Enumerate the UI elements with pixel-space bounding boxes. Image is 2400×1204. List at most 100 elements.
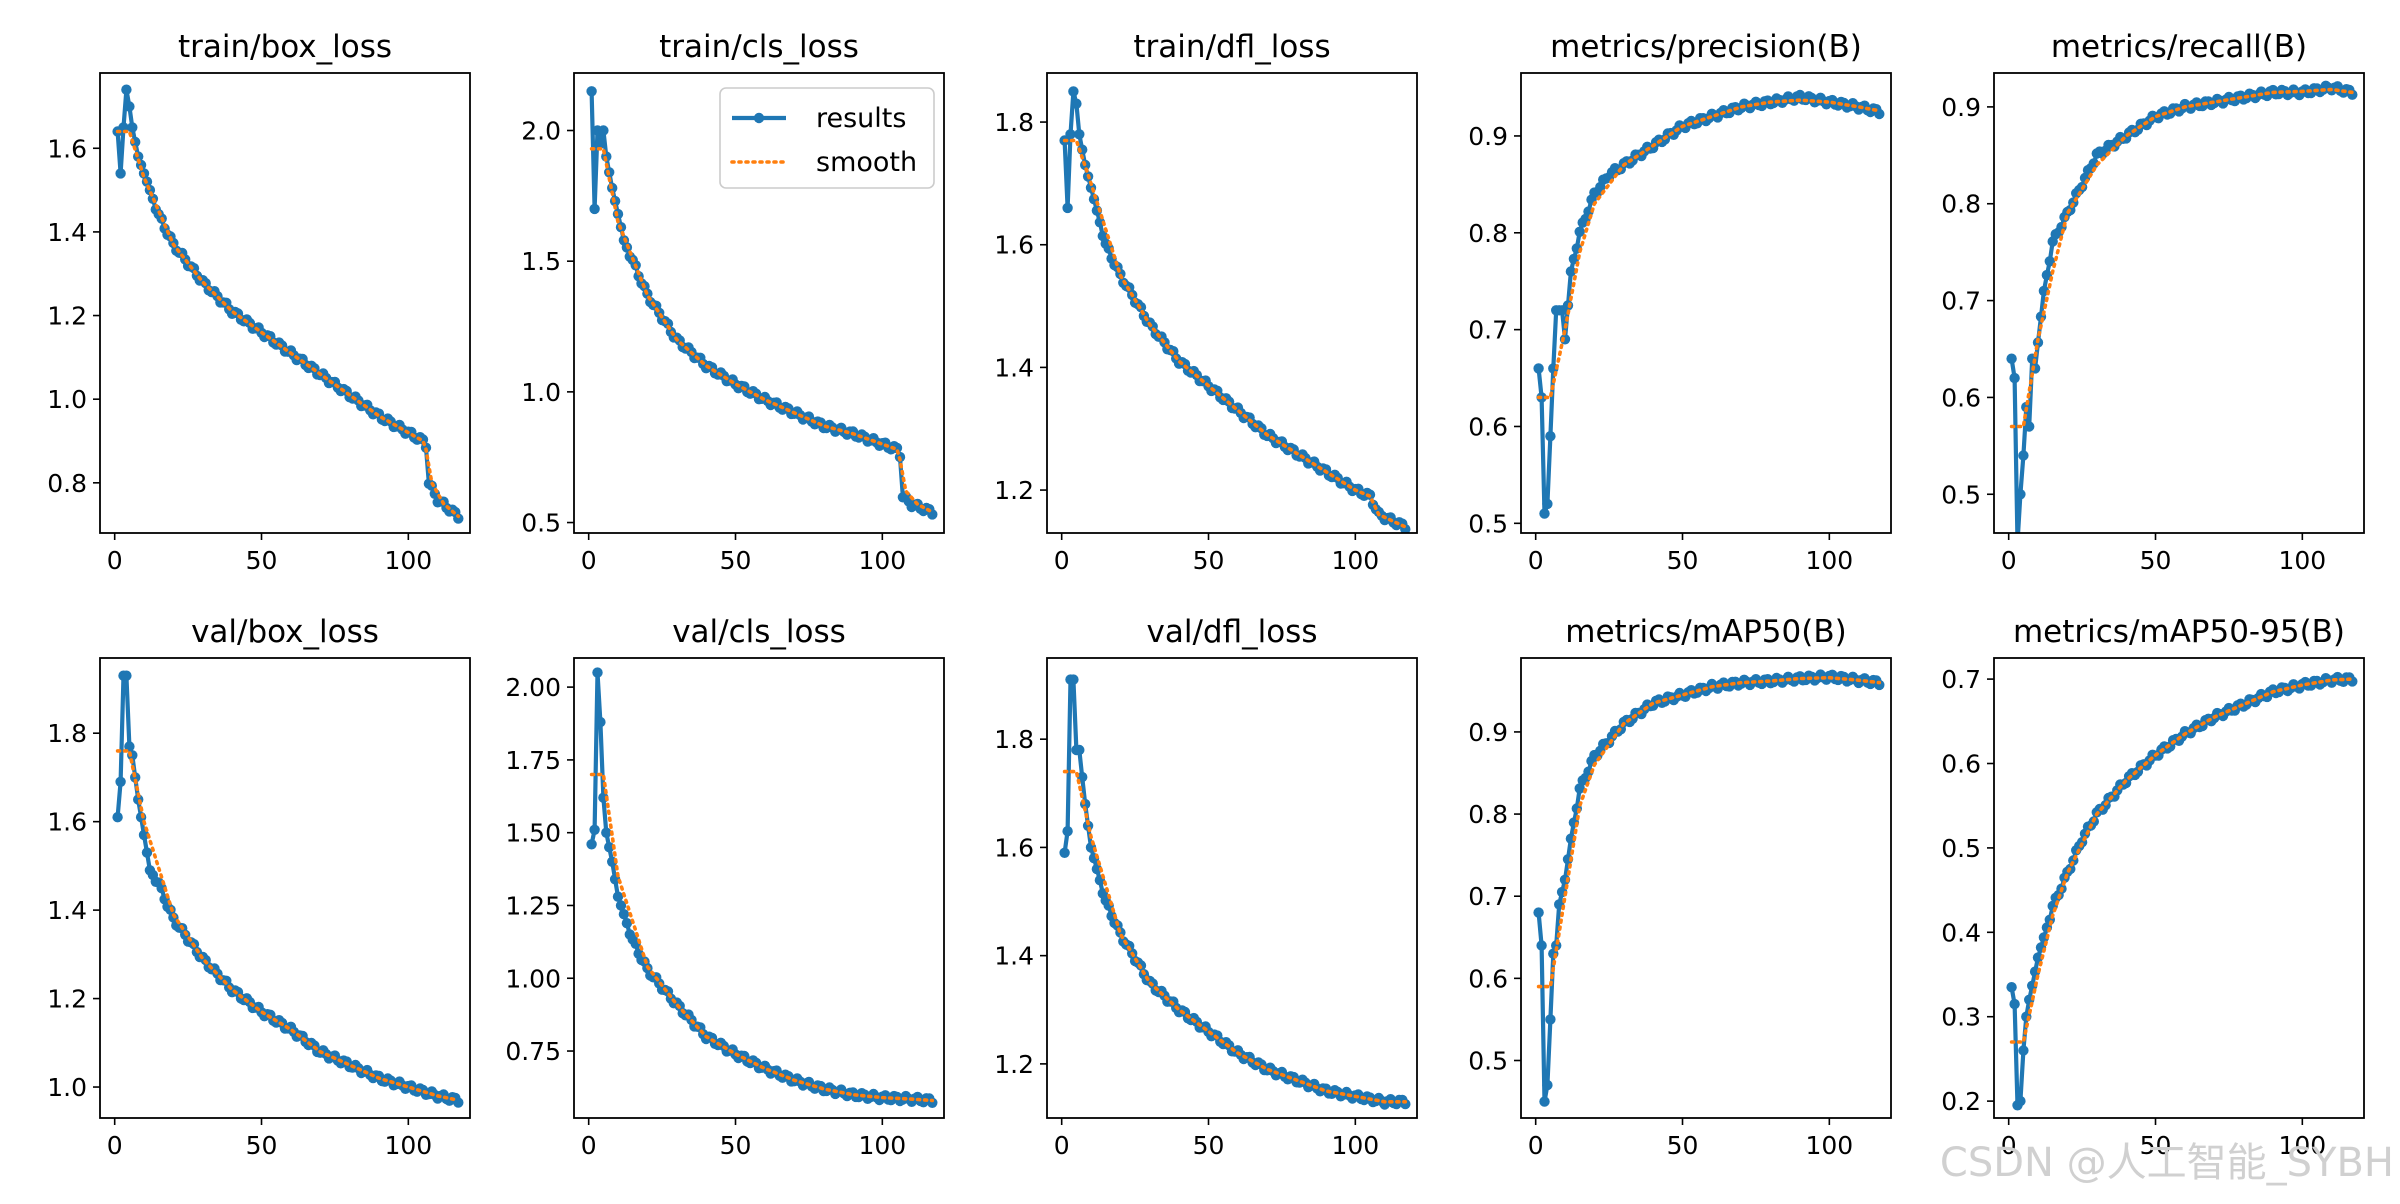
results-point bbox=[1568, 253, 1580, 265]
plot-area bbox=[586, 86, 938, 520]
y-tick-label: 1.25 bbox=[505, 891, 561, 920]
y-tick-label: 0.7 bbox=[1468, 882, 1508, 911]
results-point bbox=[2024, 421, 2035, 432]
y-tick-label: 1.4 bbox=[994, 942, 1034, 971]
results-point bbox=[586, 86, 597, 97]
results-point bbox=[1074, 129, 1085, 140]
y-tick-label: 0.5 bbox=[521, 509, 561, 538]
y-tick-label: 0.6 bbox=[1941, 750, 1981, 779]
plot-area bbox=[586, 667, 938, 1109]
results-point bbox=[595, 716, 606, 728]
chart-title: val/dfl_loss bbox=[1147, 614, 1318, 650]
results-point bbox=[1542, 498, 1553, 510]
results-point bbox=[2006, 353, 2017, 364]
results-point bbox=[1536, 940, 1547, 951]
results-point bbox=[586, 839, 597, 850]
y-tick-label: 1.00 bbox=[505, 964, 561, 993]
results-point bbox=[141, 847, 153, 858]
y-tick-label: 0.75 bbox=[505, 1037, 561, 1066]
y-tick-label: 0.8 bbox=[1468, 219, 1508, 248]
y-tick-label: 0.9 bbox=[1468, 718, 1508, 747]
y-tick-label: 1.4 bbox=[47, 218, 87, 247]
results-point bbox=[891, 442, 903, 454]
y-tick-label: 1.6 bbox=[994, 833, 1034, 862]
x-tick-label: 50 bbox=[720, 1131, 752, 1160]
results-point bbox=[2018, 1045, 2029, 1056]
results-point bbox=[2009, 998, 2020, 1010]
y-tick-label: 1.2 bbox=[47, 302, 87, 331]
y-tick-label: 0.5 bbox=[1941, 834, 1981, 863]
y-tick-label: 1.8 bbox=[47, 719, 87, 748]
x-tick-label: 50 bbox=[246, 1131, 278, 1160]
y-tick-label: 0.7 bbox=[1941, 665, 1981, 694]
y-tick-label: 0.7 bbox=[1941, 287, 1981, 316]
y-tick-label: 1.6 bbox=[994, 231, 1034, 260]
x-tick-label: 100 bbox=[2278, 546, 2326, 575]
y-tick-label: 1.6 bbox=[47, 808, 87, 837]
y-tick-label: 0.8 bbox=[1468, 800, 1508, 829]
results-point bbox=[115, 168, 126, 179]
chart-title: train/box_loss bbox=[178, 29, 392, 65]
plot-area bbox=[1059, 674, 1411, 1110]
results-point bbox=[1542, 1079, 1553, 1091]
chart-title: metrics/recall(B) bbox=[2051, 29, 2307, 65]
x-tick-label: 0 bbox=[1054, 1131, 1070, 1160]
results-point bbox=[615, 900, 627, 911]
x-tick-label: 0 bbox=[2001, 1131, 2017, 1160]
axes-frame bbox=[1046, 72, 1418, 534]
plot-area bbox=[1533, 669, 1885, 1107]
results-point bbox=[112, 812, 123, 823]
results-point bbox=[1533, 363, 1544, 374]
results-point bbox=[124, 101, 135, 112]
y-tick-label: 1.4 bbox=[47, 896, 87, 925]
results-point bbox=[1091, 863, 1103, 875]
results-series-line bbox=[1062, 89, 1408, 531]
results-point bbox=[2088, 158, 2099, 169]
chart-title: val/box_loss bbox=[191, 614, 379, 650]
y-tick-label: 1.4 bbox=[994, 353, 1034, 382]
y-tick-label: 0.5 bbox=[1468, 1047, 1508, 1076]
plot-area bbox=[1059, 86, 1411, 533]
axes-frame bbox=[573, 657, 945, 1119]
results-point bbox=[453, 513, 464, 524]
y-tick-label: 1.5 bbox=[521, 247, 561, 276]
chart-legend: results smooth bbox=[719, 87, 935, 189]
results-point bbox=[1062, 202, 1073, 214]
y-tick-label: 0.8 bbox=[1941, 190, 1981, 219]
x-tick-label: 100 bbox=[858, 546, 906, 575]
y-tick-label: 0.3 bbox=[1941, 1003, 1981, 1032]
smooth-series-line bbox=[1536, 675, 1882, 989]
results-point bbox=[601, 827, 612, 838]
x-tick-label: 0 bbox=[2001, 546, 2017, 575]
chart-panel-metrics-map50-b: metrics/mAP50(B) 0 50 100 0.5 0.6 0.7 0.8 0.9 bbox=[1468, 614, 1892, 1160]
axes-frame bbox=[99, 72, 471, 534]
x-tick-label: 50 bbox=[2140, 546, 2172, 575]
x-tick-label: 50 bbox=[1667, 546, 1699, 575]
results-point bbox=[2015, 1095, 2026, 1107]
y-tick-label: 0.5 bbox=[1941, 480, 1981, 509]
y-tick-label: 1.2 bbox=[47, 985, 87, 1014]
results-point bbox=[1074, 744, 1085, 756]
results-point bbox=[1071, 98, 1082, 109]
results-point bbox=[618, 909, 630, 920]
x-tick-label: 100 bbox=[2278, 1131, 2326, 1160]
y-tick-label: 1.0 bbox=[47, 1073, 87, 1102]
plot-area bbox=[112, 84, 464, 524]
results-point bbox=[1539, 508, 1550, 519]
chart-title: train/dfl_loss bbox=[1133, 29, 1330, 65]
chart-panel-metrics-precision-b: metrics/precision(B) 0 50 100 0.5 0.6 0.7 0.8 0.… bbox=[1468, 29, 1892, 575]
results-point bbox=[604, 842, 615, 853]
results-point bbox=[589, 203, 600, 215]
x-tick-label: 100 bbox=[1805, 546, 1853, 575]
results-point bbox=[121, 670, 132, 681]
x-tick-label: 100 bbox=[1331, 546, 1379, 575]
y-tick-label: 0.9 bbox=[1941, 93, 1981, 122]
y-tick-label: 2.00 bbox=[505, 673, 561, 702]
y-tick-label: 1.2 bbox=[994, 476, 1034, 505]
smooth-series-line bbox=[589, 147, 935, 514]
chart-title: train/cls_loss bbox=[659, 29, 859, 65]
y-tick-label: 0.7 bbox=[1468, 316, 1508, 345]
results-point bbox=[2015, 489, 2026, 500]
smooth-series-line bbox=[1062, 769, 1408, 1104]
